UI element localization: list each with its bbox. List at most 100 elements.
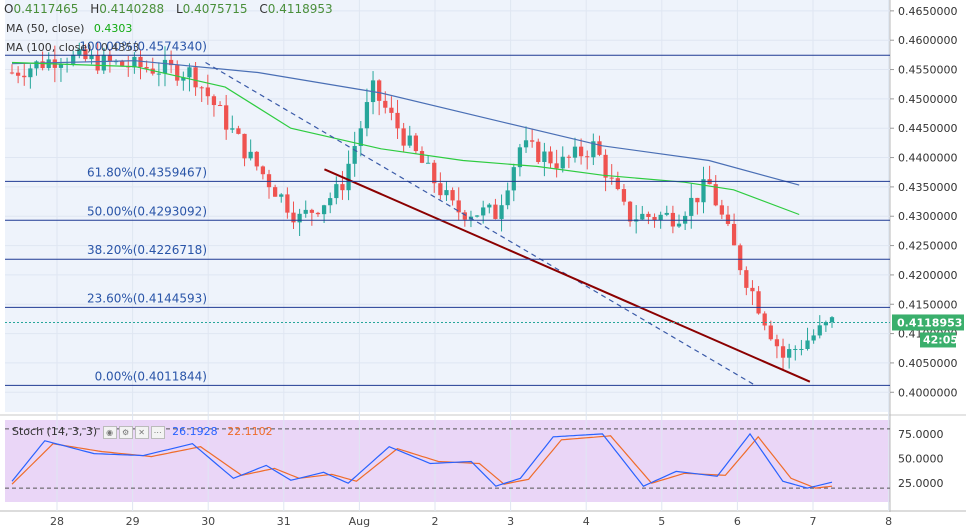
candle-body [236, 128, 241, 134]
eye-icon[interactable]: ◉ [102, 425, 117, 439]
candle-body [254, 151, 259, 167]
candle-body [315, 212, 321, 215]
candle-body [811, 335, 816, 341]
time-tick-label: 3 [507, 515, 514, 528]
price-tick-label: 0.4250000 [898, 240, 958, 253]
candle-body [28, 68, 33, 78]
time-tick-label: Aug [349, 515, 370, 528]
candle-body [542, 151, 547, 162]
candle-body [756, 291, 761, 314]
fib-level-label: 61.80%(0.4359467) [87, 165, 207, 179]
current-price-badge [892, 314, 964, 331]
fib-level-label: 23.60%(0.4144593) [87, 291, 207, 305]
candle-body [285, 194, 290, 213]
candle-body [444, 190, 449, 196]
candle-body [627, 201, 633, 222]
candle-body [364, 102, 370, 129]
candle-body [83, 49, 88, 60]
more-icon[interactable]: ⋯ [150, 425, 165, 439]
stoch-tick-label: 75.0000 [898, 428, 944, 441]
candle-body [199, 87, 204, 89]
candle-body [768, 325, 773, 340]
fib-level-label: 0.00%(0.4011844) [95, 369, 207, 383]
candle-body [597, 141, 602, 155]
candle-body [829, 317, 835, 323]
candle-body [58, 64, 64, 68]
candle-body [15, 72, 21, 76]
candle-body [554, 163, 559, 169]
candle-body [664, 212, 669, 215]
ma100-legend[interactable]: MA (100, close) 0.4353 [6, 41, 139, 54]
candle-body [780, 346, 786, 358]
candle-body [578, 146, 584, 157]
candle-body [487, 204, 492, 208]
candle-body [695, 197, 700, 203]
stoch-label: Stoch (14, 3, 3) [12, 425, 98, 438]
candle-body [548, 151, 553, 164]
ma100-line [11, 60, 800, 186]
ma100-label: MA (100, close) [6, 41, 92, 54]
candle-body [71, 54, 76, 64]
stoch-tick-label: 25.0000 [898, 477, 944, 490]
candle-body [646, 213, 651, 218]
price-tick-label: 0.4000000 [898, 386, 958, 399]
time-tick-label: 31 [277, 515, 291, 528]
price-tick-label: 0.4200000 [898, 269, 958, 282]
candle-body [725, 214, 731, 224]
stoch-k-value: 26.1928 [172, 425, 218, 438]
ma100-value: 0.4353 [100, 41, 140, 54]
stoch-legend[interactable]: Stoch (14, 3, 3) ◉ ⚙ ✕ ⋯ 26.1928 22.1102 [12, 425, 273, 439]
countdown-label: 42:05 [923, 333, 958, 346]
price-tick-label: 0.4600000 [898, 34, 958, 47]
candle-body [805, 340, 810, 349]
candle-body [260, 166, 266, 175]
candle-body [22, 75, 27, 78]
candle-body [738, 245, 743, 271]
stoch-d-value: 22.1102 [227, 425, 273, 438]
time-tick-label: 2 [432, 515, 439, 528]
candle-body [321, 205, 327, 215]
candle-body [432, 162, 437, 184]
candle-body [303, 209, 308, 214]
candle-body [799, 348, 804, 350]
candle-body [474, 215, 480, 217]
candle-body [425, 162, 431, 164]
candle-body [750, 287, 755, 292]
open-value: 0.4117465 [13, 2, 79, 16]
fib-level-label: 100.00%(0.4574340) [79, 39, 207, 53]
candle-body [493, 204, 498, 219]
candle-body [309, 209, 314, 213]
candle-body [291, 212, 296, 223]
ma50-value: 0.4303 [93, 22, 133, 35]
price-tick-label: 0.4350000 [898, 181, 958, 194]
candle-body [193, 67, 198, 88]
candle-body [211, 96, 217, 106]
candle-body [530, 140, 535, 142]
candle-body [719, 205, 724, 215]
candle-body [77, 49, 82, 55]
candle-body [217, 105, 223, 107]
time-tick-label: 6 [734, 515, 741, 528]
candle-body [652, 217, 657, 221]
candle-body [413, 135, 419, 152]
candle-body [670, 212, 676, 227]
close-value: 0.4118953 [267, 2, 333, 16]
candle-body [419, 151, 425, 163]
candle-body [89, 55, 94, 60]
candle-body [248, 151, 253, 159]
candle-body [609, 177, 614, 179]
ma50-legend[interactable]: MA (50, close) 0.4303 [6, 22, 132, 35]
candle-body [334, 184, 339, 199]
close-icon[interactable]: ✕ [134, 425, 149, 439]
candle-body [40, 61, 45, 69]
candle-body [407, 135, 412, 146]
candle-body [523, 140, 529, 148]
price-tick-label: 0.4400000 [898, 152, 958, 165]
settings-icon[interactable]: ⚙ [118, 425, 133, 439]
candle-body [536, 141, 541, 162]
price-tick-label: 0.4550000 [898, 64, 958, 77]
candle-body [107, 54, 113, 62]
candle-body [242, 133, 247, 159]
candle-body [377, 80, 382, 101]
